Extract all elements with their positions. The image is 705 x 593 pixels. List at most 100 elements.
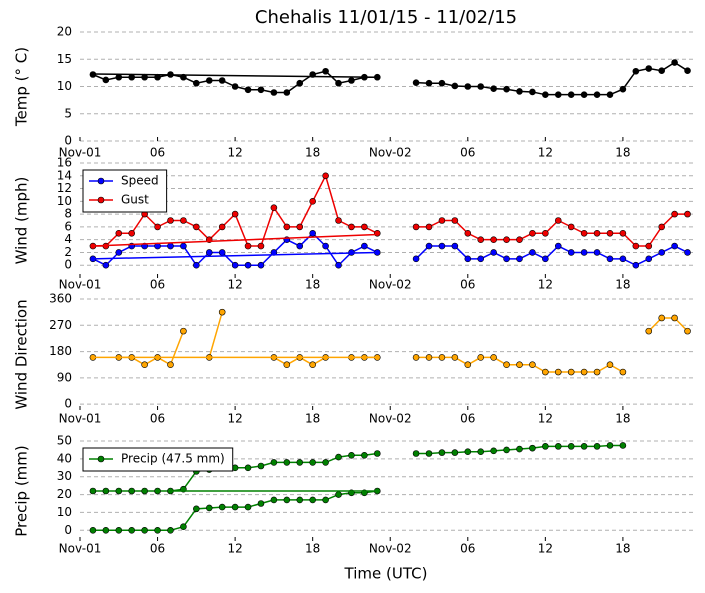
data-point [180, 242, 187, 250]
x-tick-label: 06 [460, 146, 475, 160]
data-point [632, 242, 640, 250]
data-point [270, 204, 278, 212]
data-point [335, 261, 342, 269]
data-point [412, 223, 420, 231]
y-axis-label: Temp (° C) [13, 47, 31, 127]
data-point [180, 327, 187, 335]
data-point [244, 86, 252, 94]
data-point [205, 504, 213, 512]
data-point [102, 76, 110, 84]
data-point [115, 487, 123, 495]
data-point [193, 261, 200, 269]
y-tick-label: 360 [49, 292, 72, 306]
data-point [115, 73, 123, 81]
data-point [154, 223, 161, 231]
data-point [218, 503, 226, 511]
y-tick-label: 5 [64, 106, 72, 120]
data-point [309, 496, 316, 504]
y-tick-label: 30 [57, 469, 72, 483]
data-point [425, 79, 433, 87]
data-point [425, 450, 433, 457]
y-tick-label: 270 [49, 318, 72, 332]
data-point [218, 77, 226, 84]
data-point [283, 361, 291, 369]
data-point [542, 255, 549, 263]
data-point [632, 261, 640, 269]
data-point [193, 223, 200, 231]
data-point [580, 249, 588, 256]
data-point [580, 443, 588, 450]
data-point [464, 448, 472, 456]
y-tick-label: 6 [64, 219, 72, 233]
data-point [542, 443, 549, 450]
series-line [92, 73, 378, 78]
data-point [684, 67, 691, 74]
x-tick-label: 06 [460, 278, 475, 292]
data-point [257, 86, 265, 94]
data-point [593, 91, 601, 98]
x-tick-label: 06 [150, 278, 165, 292]
legend-box [82, 447, 234, 472]
data-point [218, 223, 226, 231]
data-point [425, 223, 433, 231]
data-point [606, 442, 614, 449]
data-point [529, 444, 536, 452]
data-point [567, 368, 575, 376]
series-line [415, 245, 688, 267]
data-point [554, 91, 562, 98]
data-point [309, 198, 316, 205]
data-point [283, 223, 291, 231]
data-point [671, 59, 678, 66]
data-point [658, 249, 665, 256]
y-tick-label: 2 [64, 245, 72, 259]
data-point [529, 229, 536, 237]
data-point [102, 526, 110, 534]
data-point [529, 361, 536, 369]
data-point [322, 496, 329, 504]
series-line [416, 213, 688, 247]
data-point [89, 487, 97, 495]
data-point [348, 223, 355, 231]
series-line [118, 330, 185, 366]
data-point [115, 249, 123, 256]
data-point [283, 459, 291, 466]
data-point [425, 354, 433, 361]
x-tick-label: Nov-02 [369, 412, 412, 426]
series-line [92, 490, 378, 532]
legend-marker [97, 455, 105, 463]
data-point [580, 91, 588, 98]
legend-marker [97, 196, 105, 204]
data-point [270, 89, 278, 96]
data-point [205, 249, 213, 256]
data-point [477, 448, 485, 456]
data-point [606, 91, 614, 98]
x-tick-label: Nov-02 [369, 146, 412, 160]
data-point [619, 85, 627, 93]
chart-title: Chehalis 11/01/15 - 11/02/15 [255, 7, 517, 28]
data-point [180, 523, 187, 531]
y-tick-label: 8 [64, 207, 72, 221]
data-point [244, 261, 252, 269]
data-point [490, 249, 497, 256]
data-point [580, 229, 588, 237]
x-tick-label: 12 [227, 412, 242, 426]
data-point [167, 217, 174, 224]
y-axis-label: Wind (mph) [13, 177, 31, 265]
x-tick-label: 12 [538, 278, 553, 292]
data-point [231, 210, 239, 218]
legend-label: Speed [121, 174, 159, 188]
x-tick-label: Nov-01 [59, 278, 102, 292]
data-point [645, 242, 653, 250]
data-point [477, 83, 485, 90]
data-point [542, 91, 549, 98]
data-point [335, 79, 342, 87]
data-point [490, 354, 497, 361]
data-point [619, 255, 627, 263]
data-point [218, 249, 226, 256]
data-point [361, 242, 368, 250]
data-point [516, 445, 523, 453]
data-point [141, 526, 148, 534]
data-point [684, 210, 691, 218]
x-tick-label: 12 [227, 278, 242, 292]
